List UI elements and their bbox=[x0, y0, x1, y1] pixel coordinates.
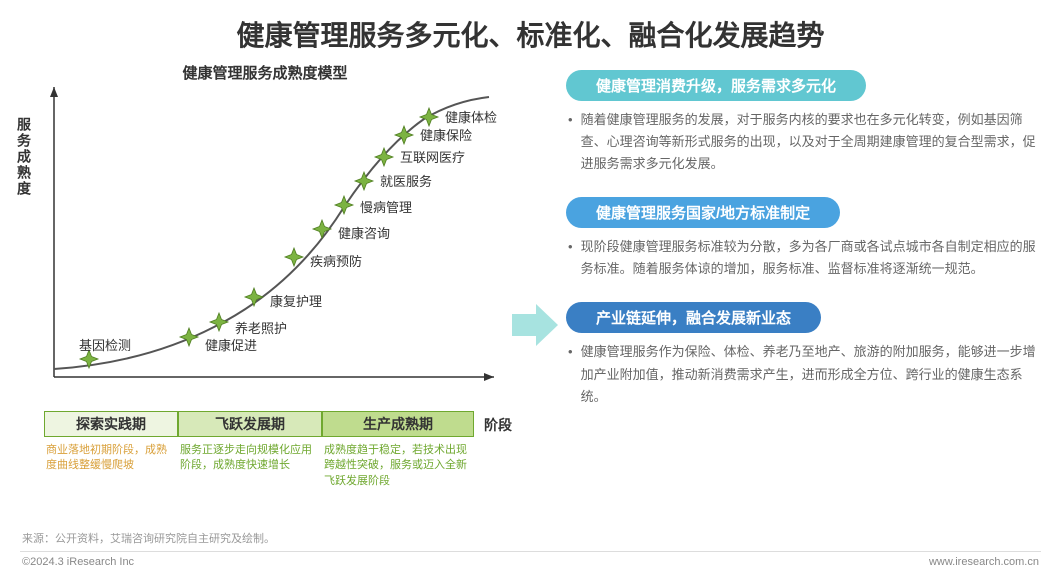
data-point-label: 就医服务 bbox=[380, 171, 432, 190]
data-point-label: 健康咨询 bbox=[338, 223, 390, 242]
data-point-label: 互联网医疗 bbox=[400, 147, 465, 166]
chart-area: 服务成熟度 阶段 基因检测健康促进养老照护康复护理疾病预防健康咨询慢病管理就医服… bbox=[20, 87, 510, 457]
section-body: 现阶段健康管理服务标准较为分散，多为各厂商或各试点城市各自制定相应的服务标准。随… bbox=[566, 236, 1041, 280]
section-body: 随着健康管理服务的发展，对于服务内核的要求也在多元化转变，例如基因筛查、心理咨询… bbox=[566, 109, 1041, 175]
data-point-label: 健康保险 bbox=[420, 125, 472, 144]
data-point-label: 基因检测 bbox=[79, 335, 131, 354]
info-section: 健康管理消费升级，服务需求多元化随着健康管理服务的发展，对于服务内核的要求也在多… bbox=[566, 70, 1041, 175]
page-title: 健康管理服务多元化、标准化、融合化发展趋势 bbox=[0, 0, 1061, 54]
phase-note: 商业落地初期阶段，成熟度曲线整缓慢爬坡 bbox=[44, 441, 178, 489]
source-text: 来源：公开资料，艾瑞咨询研究院自主研究及绘制。 bbox=[22, 530, 275, 546]
footer-copyright: ©2024.3 iResearch Inc bbox=[22, 556, 134, 568]
data-point-label: 慢病管理 bbox=[360, 197, 412, 216]
section-header: 健康管理消费升级，服务需求多元化 bbox=[566, 70, 866, 101]
phase-cell: 探索实践期 bbox=[44, 411, 178, 437]
chart-title: 健康管理服务成熟度模型 bbox=[20, 62, 510, 83]
phase-cell: 飞跃发展期 bbox=[178, 411, 322, 437]
text-sections: 健康管理消费升级，服务需求多元化随着健康管理服务的发展，对于服务内核的要求也在多… bbox=[560, 62, 1041, 457]
data-point-label: 疾病预防 bbox=[310, 251, 362, 270]
footer-divider bbox=[20, 551, 1041, 552]
data-point-label: 康复护理 bbox=[270, 291, 322, 310]
data-point-label: 养老照护 bbox=[235, 318, 287, 337]
arrow-icon bbox=[510, 62, 560, 457]
footer-url: www.iresearch.com.cn bbox=[929, 556, 1039, 568]
y-axis-label: 服务成熟度 bbox=[14, 117, 34, 197]
section-header: 健康管理服务国家/地方标准制定 bbox=[566, 197, 840, 228]
chart-panel: 健康管理服务成熟度模型 服务成熟度 阶段 基因检测健康促进养老照护康复护理疾病预… bbox=[20, 62, 510, 457]
phase-note: 服务正逐步走向规模化应用阶段，成熟度快速增长 bbox=[178, 441, 322, 489]
section-body: 健康管理服务作为保险、体检、养老乃至地产、旅游的附加服务，能够进一步增加产业附加… bbox=[566, 341, 1041, 407]
section-header: 产业链延伸，融合发展新业态 bbox=[566, 302, 821, 333]
main-content: 健康管理服务成熟度模型 服务成熟度 阶段 基因检测 健康促进养老照护 康复护理 疾病预… bbox=[0, 54, 1061, 457]
phase-bar: 探索实践期飞跃发展期生产成熟期 bbox=[44, 411, 474, 437]
phase-notes: 商业落地初期阶段，成熟度曲线整缓慢爬坡服务正逐步走向规模化应用阶段，成熟度快速增… bbox=[44, 441, 474, 489]
phase-note: 成熟度趋于稳定，若技术出现跨越性突破，服务或迈入全新飞跃发展阶段 bbox=[322, 441, 474, 489]
phase-cell: 生产成熟期 bbox=[322, 411, 474, 437]
data-point-label: 健康促进 bbox=[205, 335, 257, 354]
info-section: 健康管理服务国家/地方标准制定现阶段健康管理服务标准较为分散，多为各厂商或各试点… bbox=[566, 197, 1041, 280]
x-axis-label: 阶段 bbox=[484, 415, 512, 435]
info-section: 产业链延伸，融合发展新业态健康管理服务作为保险、体检、养老乃至地产、旅游的附加服… bbox=[566, 302, 1041, 407]
data-point-label: 健康体检 bbox=[445, 107, 497, 126]
